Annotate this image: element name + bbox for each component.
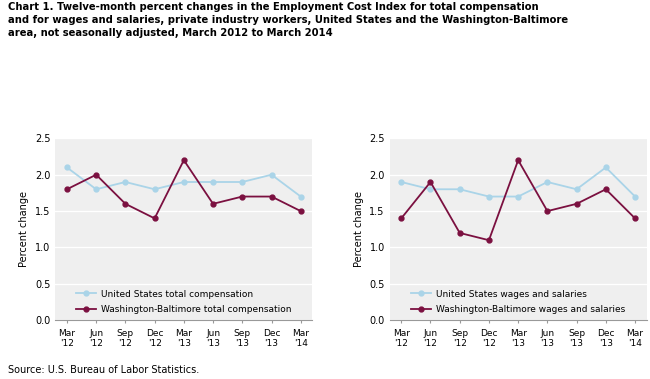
Line: United States total compensation: United States total compensation: [64, 165, 303, 199]
United States wages and salaries: [397, 180, 405, 184]
Washington-Baltimore wages and salaries: [631, 216, 639, 221]
Legend: United States total compensation, Washington-Baltimore total compensation: United States total compensation, Washin…: [77, 290, 291, 314]
Legend: United States wages and salaries, Washington-Baltimore wages and salaries: United States wages and salaries, Washin…: [411, 290, 625, 314]
Washington-Baltimore total compensation: [297, 209, 305, 213]
Washington-Baltimore wages and salaries: [543, 209, 551, 213]
Washington-Baltimore total compensation: [151, 216, 159, 221]
Y-axis label: Percent change: Percent change: [20, 191, 29, 267]
United States wages and salaries: [573, 187, 580, 191]
United States wages and salaries: [456, 187, 463, 191]
United States wages and salaries: [485, 194, 493, 199]
Washington-Baltimore total compensation: [239, 194, 246, 199]
Text: Source: U.S. Bureau of Labor Statistics.: Source: U.S. Bureau of Labor Statistics.: [8, 365, 199, 375]
Washington-Baltimore wages and salaries: [573, 202, 580, 206]
United States total compensation: [151, 187, 159, 191]
United States total compensation: [63, 165, 71, 170]
United States wages and salaries: [426, 187, 434, 191]
United States wages and salaries: [631, 194, 639, 199]
Washington-Baltimore wages and salaries: [456, 231, 463, 235]
United States total compensation: [239, 180, 246, 184]
United States total compensation: [268, 172, 276, 177]
Washington-Baltimore total compensation: [122, 202, 129, 206]
United States total compensation: [122, 180, 129, 184]
Washington-Baltimore total compensation: [268, 194, 276, 199]
Washington-Baltimore wages and salaries: [485, 238, 493, 243]
Washington-Baltimore total compensation: [63, 187, 71, 191]
Washington-Baltimore wages and salaries: [426, 180, 434, 184]
Washington-Baltimore total compensation: [92, 172, 100, 177]
United States total compensation: [180, 180, 188, 184]
United States wages and salaries: [514, 194, 522, 199]
Washington-Baltimore wages and salaries: [514, 158, 522, 163]
United States total compensation: [297, 194, 305, 199]
Y-axis label: Percent change: Percent change: [354, 191, 363, 267]
United States total compensation: [92, 187, 100, 191]
United States wages and salaries: [543, 180, 551, 184]
United States wages and salaries: [602, 165, 610, 170]
Line: Washington-Baltimore total compensation: Washington-Baltimore total compensation: [64, 158, 303, 221]
Text: Chart 1. Twelve-month percent changes in the Employment Cost Index for total com: Chart 1. Twelve-month percent changes in…: [8, 2, 568, 38]
Washington-Baltimore total compensation: [209, 202, 217, 206]
Washington-Baltimore wages and salaries: [602, 187, 610, 191]
United States total compensation: [209, 180, 217, 184]
Washington-Baltimore wages and salaries: [397, 216, 405, 221]
Washington-Baltimore total compensation: [180, 158, 188, 163]
Line: Washington-Baltimore wages and salaries: Washington-Baltimore wages and salaries: [399, 158, 638, 243]
Line: United States wages and salaries: United States wages and salaries: [399, 165, 638, 199]
